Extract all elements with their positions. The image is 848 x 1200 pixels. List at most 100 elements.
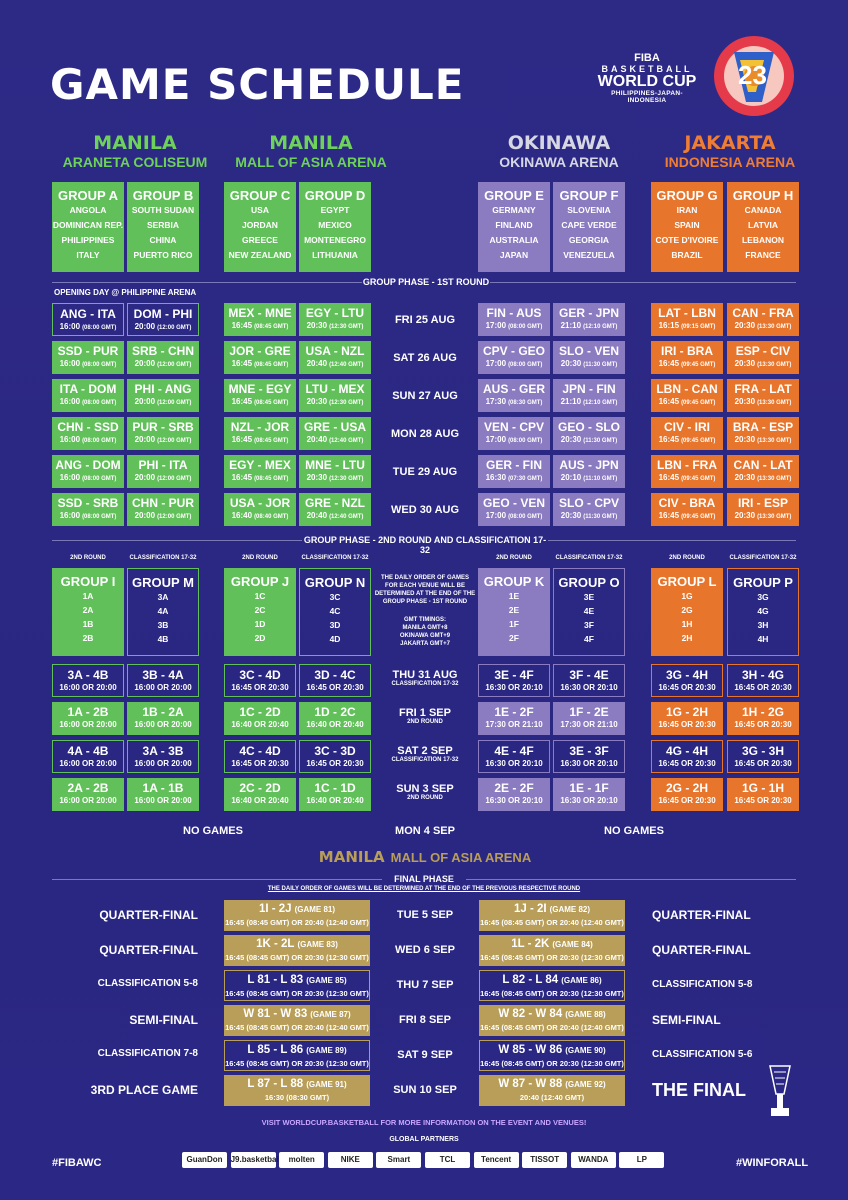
- note: THE DAILY ORDER OF GAMES FOR EACH VENUE …: [374, 575, 476, 605]
- final-teams: L 82 - L 84 (GAME 86): [480, 973, 624, 988]
- partners-label: GLOBAL PARTNERS: [389, 1136, 459, 1143]
- gmt-time: (09:45 GMT): [681, 400, 716, 406]
- match-time: 16:00 (08:00 GMT): [52, 434, 124, 447]
- match-r1: EGY - MEX 16:45 (08:45 GMT): [224, 455, 296, 488]
- note: OKINAWA GMT+9: [399, 633, 451, 639]
- team-name: BRAZIL: [671, 250, 703, 260]
- final-time: 16:45 (08:45 GMT) OR 20:40 (12:40 GMT): [480, 918, 624, 927]
- match-r2: 4C - 4D 16:45 OR 20:30: [224, 740, 296, 773]
- gmt-time: (08:00 GMT): [82, 400, 117, 406]
- day-sub: CLASSIFICATION 17-32: [391, 681, 459, 687]
- team-name: CAPE VERDE: [561, 220, 617, 230]
- match-time: 16:45 OR 20:30: [734, 683, 792, 692]
- match-time: 16:45 OR 20:30: [306, 759, 364, 768]
- fiba-logo: FIBA BASKETBALL WORLD CUP PHILIPPINES-JAPAN…: [592, 52, 702, 104]
- match-r1: JPN - FIN 21:10 (12:10 GMT): [553, 379, 625, 412]
- match-teams: SLO - CPV: [558, 496, 619, 510]
- local-time: 16:45: [231, 435, 253, 444]
- match-teams: SSD - PUR: [57, 344, 119, 358]
- day-sub: 2ND ROUND: [407, 795, 443, 801]
- match-teams: GRE - USA: [303, 420, 366, 434]
- group-card-2: GROUP C USA JORDAN GREECE NEW ZEALAND: [224, 182, 296, 272]
- final-time: 16:45 (08:45 GMT) OR 20:40 (12:40 GMT): [225, 1023, 369, 1032]
- trophy-icon: [766, 1064, 794, 1120]
- match-teams: CAN - FRA: [732, 306, 794, 320]
- team-slot: 4D: [329, 634, 341, 644]
- no-games: NO GAMES: [183, 825, 243, 837]
- gmt-time: (09:15 GMT): [681, 324, 716, 330]
- col-label: 2ND ROUND: [70, 555, 106, 561]
- match-time: 16:40 OR 20:40: [231, 720, 289, 729]
- match-time: 20:30 (13:30 GMT): [727, 434, 799, 447]
- match-time: 16:00 (08:00 GMT): [52, 358, 124, 371]
- team-name: SPAIN: [674, 220, 700, 230]
- match-time: 21:10 (12:10 GMT): [553, 396, 625, 409]
- match-teams: LTU - MEX: [305, 382, 365, 396]
- final-teams: W 85 - W 86 (GAME 90): [480, 1043, 624, 1058]
- game-no: (GAME 91): [306, 1080, 347, 1089]
- group-name: GROUP G: [656, 188, 718, 203]
- match-r2: 2C - 2D 16:40 OR 20:40: [224, 778, 296, 811]
- day-label: TUE 29 AUG: [392, 466, 458, 478]
- day-label: FRI 1 SEP 2ND ROUND: [370, 707, 480, 725]
- match-r2: 1G - 2H 16:45 OR 20:30: [651, 702, 723, 735]
- final-time: 16:45 (08:45 GMT) OR 20:30 (12:30 GMT): [480, 953, 624, 962]
- match-teams: ANG - DOM: [55, 458, 121, 472]
- team-slot: 1F: [509, 619, 519, 629]
- venue-0: MANILA ARANETA COLISEUM: [50, 132, 220, 170]
- final-match: L 81 - L 83 (GAME 85) 16:45 (08:45 GMT) OR…: [224, 970, 370, 1001]
- match-teams: SSD - SRB: [57, 496, 119, 510]
- partner-logo: Tencent: [473, 1152, 519, 1168]
- match-teams: 1G - 1H: [741, 781, 784, 795]
- local-time: 16:00: [59, 322, 81, 331]
- round-label-left: SEMI-FINAL: [129, 1013, 198, 1027]
- group-name: GROUP E: [484, 188, 544, 203]
- group2-card-6: GROUP L 1G 2G 1H 2H: [651, 568, 723, 656]
- local-time: 16:15: [658, 321, 680, 330]
- match-r1: CIV - BRA 16:45 (09:45 GMT): [651, 493, 723, 526]
- match-r1: ITA - DOM 16:00 (08:00 GMT): [52, 379, 124, 412]
- match-teams: 3A - 3B: [142, 744, 184, 758]
- team-slot: 1D: [254, 619, 266, 629]
- gmt-time: (08:00 GMT): [82, 325, 117, 331]
- final-match: 1L - 2K (GAME 84) 16:45 (08:45 GMT) OR 20:…: [479, 935, 625, 966]
- final-arena: MALL OF ASIA ARENA: [390, 850, 532, 865]
- group-name: GROUP F: [559, 188, 619, 203]
- match-teams: 1C - 1D: [314, 781, 356, 795]
- match-r1: USA - JOR 16:40 (08:40 GMT): [224, 493, 296, 526]
- match-teams: AUS - GER: [482, 382, 545, 396]
- team-name: FRANCE: [745, 250, 781, 260]
- team-name: PHILIPPINES: [61, 235, 115, 245]
- final-match: 1J - 2I (GAME 82) 16:45 (08:45 GMT) OR 20:…: [479, 900, 625, 931]
- match-teams: MNE - EGY: [228, 382, 292, 396]
- game-no: (GAME 89): [306, 1046, 347, 1055]
- group-name: GROUP M: [132, 575, 194, 590]
- gmt-time: (08:45 GMT): [254, 362, 289, 368]
- local-time: 20:30: [306, 397, 328, 406]
- local-time: 17:00: [485, 321, 507, 330]
- match-r2: 4E - 4F 16:30 OR 20:10: [478, 740, 550, 773]
- match-teams: BRA - ESP: [732, 420, 794, 434]
- match-r1: CHN - SSD 16:00 (08:00 GMT): [52, 417, 124, 450]
- venue-city: MANILA: [93, 132, 177, 154]
- match-teams: 1D - 2C: [314, 705, 356, 719]
- divider: [52, 282, 362, 283]
- divider: [548, 540, 796, 541]
- gmt-time: (08:45 GMT): [254, 438, 289, 444]
- team-slot: 1G: [681, 591, 693, 601]
- teams: W 87 - W 88: [498, 1078, 563, 1090]
- local-time: 16:45: [658, 473, 680, 482]
- team-name: ANGOLA: [69, 205, 107, 215]
- round-label-left: CLASSIFICATION 5-8: [97, 978, 198, 989]
- divider: [52, 879, 382, 880]
- match-r1: ANG - DOM 16:00 (08:00 GMT): [52, 455, 124, 488]
- col-label: 2ND ROUND: [496, 555, 532, 561]
- gmt-time: (12:30 GMT): [329, 476, 364, 482]
- match-r2: 3C - 3D 16:45 OR 20:30: [299, 740, 371, 773]
- local-time: 20:30: [734, 321, 756, 330]
- match-teams: 3D - 4C: [314, 668, 356, 682]
- team-slot: 2B: [82, 633, 94, 643]
- group-card-7: GROUP H CANADA LATVIA LEBANON FRANCE: [727, 182, 799, 272]
- match-r1: CAN - LAT 20:30 (13:30 GMT): [727, 455, 799, 488]
- gmt-time: (12:00 GMT): [157, 400, 192, 406]
